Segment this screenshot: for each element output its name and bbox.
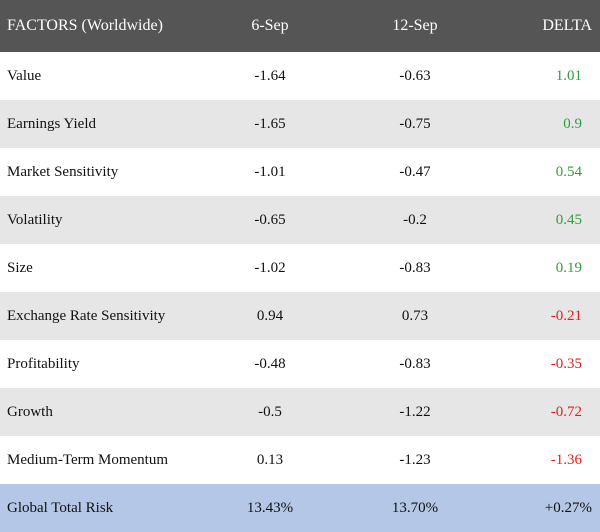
table-row: Size -1.02 -0.83 0.19 <box>0 244 600 292</box>
table-body: Value -1.64 -0.63 1.01 Earnings Yield -1… <box>0 52 600 532</box>
factor-name: Growth <box>7 403 53 420</box>
factor-name: Volatility <box>7 211 63 228</box>
date2-value: -0.75 <box>399 115 431 132</box>
date1-value: -1.65 <box>254 115 286 132</box>
date2-value: -0.83 <box>399 355 431 372</box>
date2-value: -1.22 <box>399 403 431 420</box>
table-row: Exchange Rate Sensitivity 0.94 0.73 -0.2… <box>0 292 600 340</box>
table-row: Medium-Term Momentum 0.13 -1.23 -1.36 <box>0 436 600 484</box>
delta-value: 0.45 <box>555 211 582 228</box>
delta-value: 0.54 <box>555 163 582 180</box>
date2-value: 0.73 <box>401 307 429 324</box>
date2-column-header: 12-Sep <box>392 17 438 34</box>
factor-name: Exchange Rate Sensitivity <box>7 307 166 324</box>
table-row: Value -1.64 -0.63 1.01 <box>0 52 600 100</box>
delta-value: -0.35 <box>550 355 582 372</box>
table-row: Market Sensitivity -1.01 -0.47 0.54 <box>0 148 600 196</box>
delta-value: 1.01 <box>555 67 582 84</box>
total-risk-row: Global Total Risk 13.43% 13.70% +0.27% <box>0 484 600 532</box>
table-row: Growth -0.5 -1.22 -0.72 <box>0 388 600 436</box>
header-row: FACTORS (Worldwide) 6-Sep 12-Sep DELTA <box>0 0 600 52</box>
total-delta-value: +0.27% <box>544 499 592 516</box>
delta-column-header: DELTA <box>542 17 592 34</box>
factor-name: Earnings Yield <box>7 115 97 132</box>
table-row: Volatility -0.65 -0.2 0.45 <box>0 196 600 244</box>
delta-value: -0.72 <box>550 403 582 420</box>
table-row: Earnings Yield -1.65 -0.75 0.9 <box>0 100 600 148</box>
date1-value: 0.94 <box>256 307 284 324</box>
factor-name: Market Sensitivity <box>7 163 119 180</box>
delta-value: 0.9 <box>563 115 582 132</box>
date1-value: -0.48 <box>254 355 286 372</box>
date2-value: -0.63 <box>399 67 431 84</box>
factor-name: Value <box>7 67 42 84</box>
delta-value: -1.36 <box>550 451 582 468</box>
date1-value: -1.02 <box>254 259 286 276</box>
table-row: Profitability -0.48 -0.83 -0.35 <box>0 340 600 388</box>
factors-column-header: FACTORS (Worldwide) <box>7 17 163 34</box>
date1-value: -1.64 <box>254 67 286 84</box>
date1-column-header: 6-Sep <box>251 17 289 34</box>
date1-value: -1.01 <box>254 163 286 180</box>
factor-name: Medium-Term Momentum <box>7 451 169 468</box>
date1-value: -0.5 <box>258 403 282 420</box>
date2-value: -0.2 <box>403 211 427 228</box>
total-date1-value: 13.43% <box>246 499 294 516</box>
delta-value: -0.21 <box>550 307 582 324</box>
factor-name: Profitability <box>7 355 80 372</box>
date1-value: -0.65 <box>254 211 286 228</box>
date2-value: -0.47 <box>399 163 431 180</box>
date1-value: 0.13 <box>256 451 284 468</box>
factor-name: Size <box>7 259 33 276</box>
total-label: Global Total Risk <box>7 499 114 516</box>
table-header: FACTORS (Worldwide) 6-Sep 12-Sep DELTA <box>0 0 600 52</box>
delta-value: 0.19 <box>555 259 582 276</box>
date2-value: -1.23 <box>399 451 431 468</box>
total-date2-value: 13.70% <box>391 499 439 516</box>
date2-value: -0.83 <box>399 259 431 276</box>
